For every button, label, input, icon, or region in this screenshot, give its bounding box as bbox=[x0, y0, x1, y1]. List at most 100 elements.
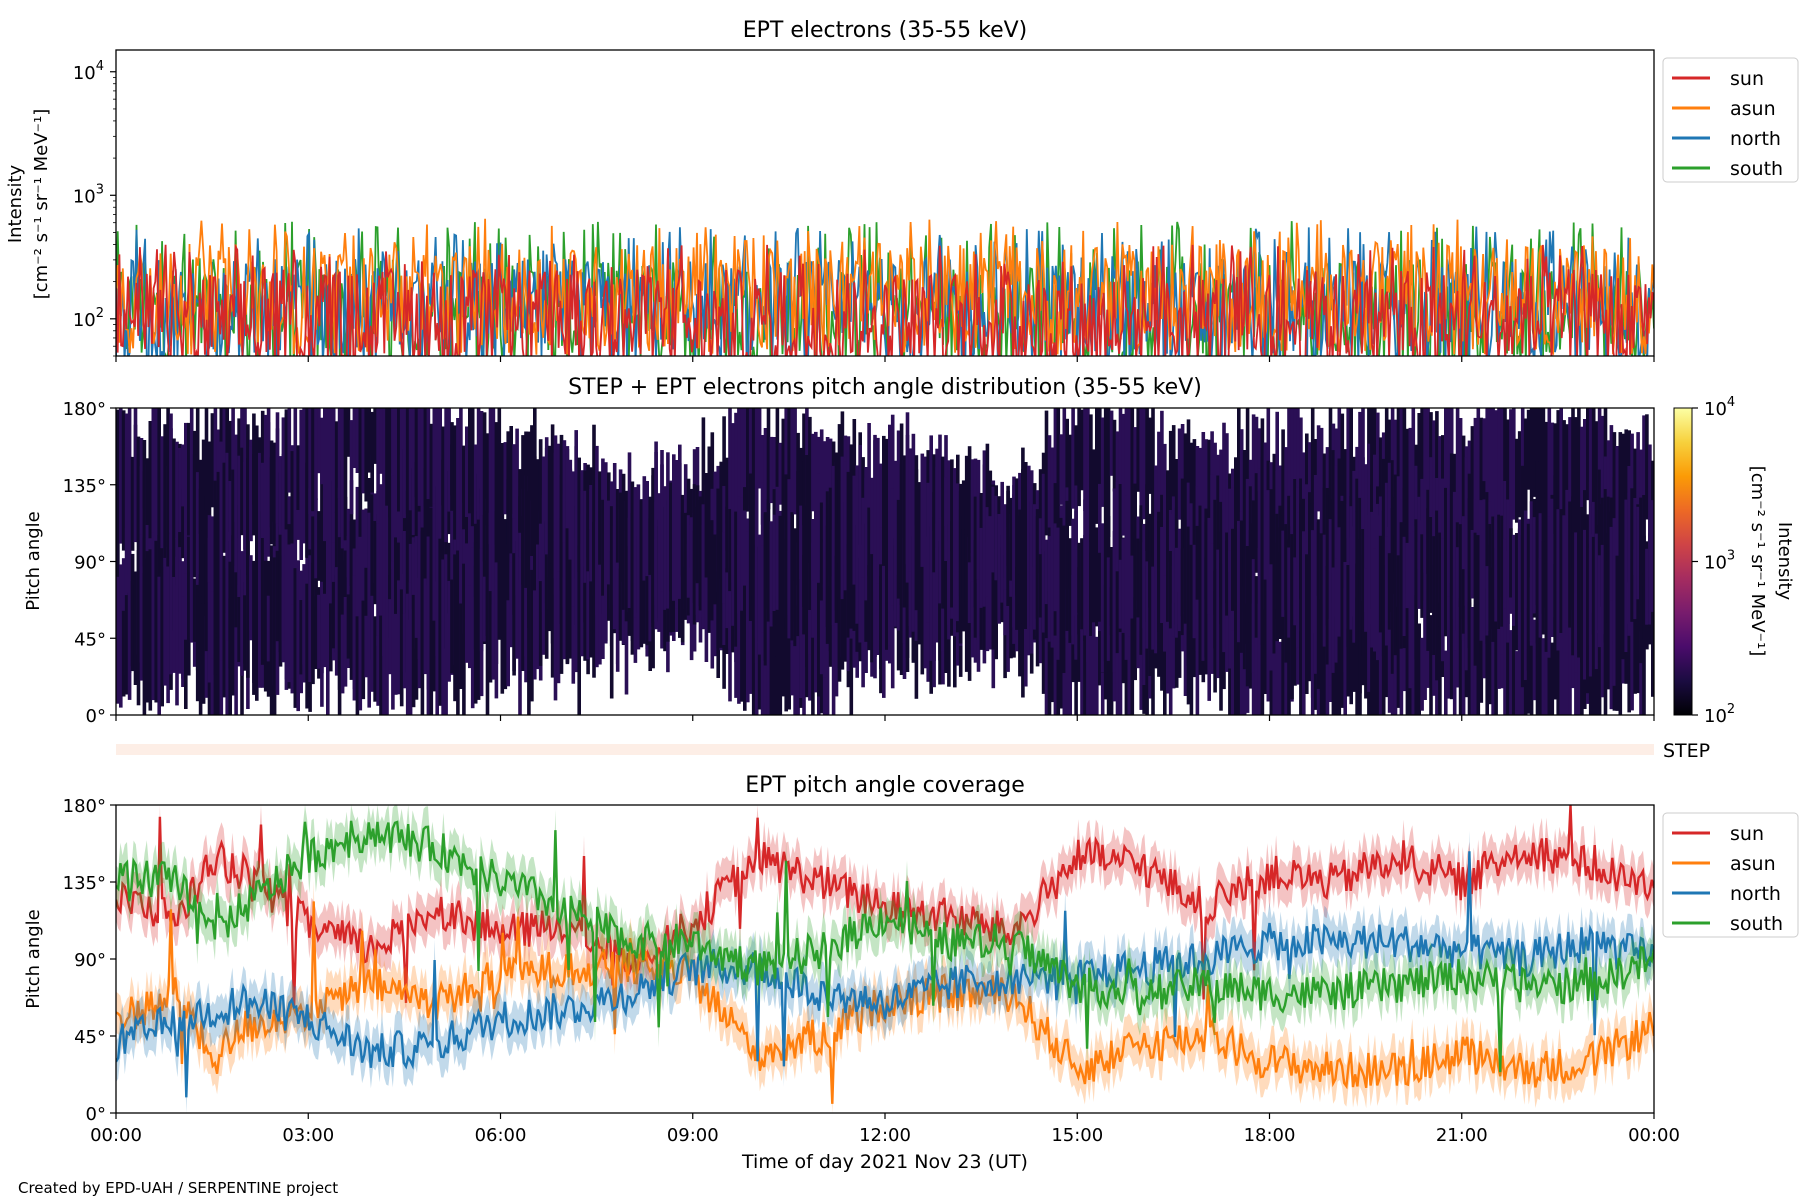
heatmap-cell bbox=[216, 471, 221, 581]
heatmap-cell bbox=[1408, 427, 1413, 491]
heatmap-cell bbox=[1470, 530, 1475, 599]
colorbar-label-line1: Intensity bbox=[1774, 522, 1795, 601]
heatmap-cell bbox=[917, 538, 922, 617]
heatmap-cell bbox=[269, 440, 274, 528]
heatmap-cell bbox=[429, 507, 434, 668]
heatmap-cell bbox=[169, 534, 173, 675]
heatmap-cell bbox=[382, 568, 386, 715]
heatmap-cell bbox=[524, 515, 528, 683]
heatmap-cell bbox=[1275, 513, 1279, 642]
heatmap-cell bbox=[311, 408, 315, 512]
heatmap-cell bbox=[1553, 617, 1557, 700]
heatmap-cell bbox=[1319, 427, 1324, 533]
colorbar bbox=[1673, 407, 1693, 716]
heatmap-cell bbox=[459, 517, 463, 683]
heatmap-cell bbox=[423, 578, 428, 675]
heatmap-cell bbox=[1630, 559, 1634, 711]
heatmap-cell bbox=[1615, 519, 1620, 586]
heatmap-cell bbox=[305, 408, 309, 558]
heatmap-cell bbox=[1062, 408, 1067, 537]
heatmap-cell bbox=[139, 578, 144, 663]
heatmap-cell bbox=[1180, 424, 1185, 515]
heatmap-cell bbox=[296, 560, 300, 712]
heatmap-cell bbox=[1544, 421, 1549, 492]
heatmap-cell bbox=[172, 438, 176, 577]
heatmap-cell bbox=[287, 544, 292, 683]
heatmap-cell bbox=[1586, 408, 1590, 501]
heatmap-cell bbox=[391, 604, 395, 710]
heatmap-cell bbox=[343, 597, 348, 687]
heatmap-cell bbox=[435, 587, 439, 715]
heatmap-cell bbox=[1174, 547, 1179, 638]
heatmap-cell bbox=[317, 511, 321, 581]
heatmap-cell bbox=[595, 445, 599, 592]
y-tick-label: 135° bbox=[63, 873, 106, 894]
heatmap-cell bbox=[1293, 613, 1297, 686]
heatmap-cell bbox=[544, 437, 549, 555]
heatmap-cell bbox=[811, 519, 815, 581]
heatmap-cell bbox=[1092, 449, 1096, 511]
heatmap-cell bbox=[1248, 530, 1253, 623]
heatmap-cell bbox=[1532, 619, 1537, 701]
heatmap-cell bbox=[148, 549, 153, 711]
heatmap-cell bbox=[1186, 526, 1191, 666]
heatmap-cell bbox=[553, 435, 558, 579]
heatmap-cell bbox=[1535, 611, 1540, 715]
heatmap-cell bbox=[896, 499, 901, 599]
heatmap-cell bbox=[1426, 489, 1430, 651]
heatmap-cell bbox=[1174, 602, 1179, 688]
heatmap-cell bbox=[725, 506, 729, 573]
heatmap-cell bbox=[885, 443, 889, 595]
heatmap-cell bbox=[189, 408, 194, 565]
heatmap-cell bbox=[512, 444, 516, 519]
y-tick-label: 104 bbox=[73, 59, 104, 84]
heatmap-cell bbox=[308, 555, 312, 682]
heatmap-cell bbox=[364, 408, 368, 502]
heatmap-cell bbox=[1299, 503, 1303, 660]
heatmap-cell bbox=[1603, 489, 1608, 643]
heatmap-cell bbox=[376, 408, 380, 524]
heatmap-cell bbox=[1077, 542, 1081, 613]
heatmap-cell bbox=[1523, 418, 1528, 524]
heatmap-cell bbox=[1103, 408, 1108, 521]
heatmap-cell bbox=[710, 520, 715, 621]
heatmap-cell bbox=[654, 441, 658, 598]
heatmap-cell bbox=[1609, 590, 1614, 710]
heatmap-cell bbox=[991, 486, 996, 573]
heatmap-cell bbox=[592, 424, 596, 579]
heatmap-cell bbox=[1302, 630, 1306, 715]
heatmap-cell bbox=[228, 541, 232, 669]
heatmap-cell bbox=[1254, 576, 1259, 638]
heatmap-cell bbox=[675, 503, 679, 609]
intensity-y-ticks: 102 103 104 bbox=[73, 59, 116, 357]
heatmap-cell bbox=[1316, 425, 1321, 512]
heatmap-cell bbox=[1106, 408, 1111, 537]
heatmap-cell bbox=[784, 594, 788, 712]
heatmap-cell bbox=[719, 461, 723, 535]
heatmap-cell bbox=[817, 526, 821, 697]
heatmap-cell bbox=[219, 441, 224, 579]
heatmap-cell bbox=[349, 420, 354, 515]
heatmap-cell bbox=[1580, 507, 1584, 663]
heatmap-cell bbox=[1562, 515, 1566, 653]
heatmap-cell bbox=[1219, 563, 1223, 711]
heatmap-cell bbox=[1352, 548, 1356, 643]
heatmap-cell bbox=[642, 476, 647, 581]
heatmap-cell bbox=[1417, 413, 1421, 557]
heatmap-cell bbox=[1387, 462, 1392, 589]
heatmap-cell bbox=[139, 438, 144, 535]
heatmap-cell bbox=[1476, 408, 1481, 537]
heatmap-cell bbox=[311, 562, 315, 685]
heatmap-cell bbox=[121, 558, 126, 656]
heatmap-cell bbox=[1402, 628, 1407, 692]
heatmap-cell bbox=[1568, 417, 1572, 548]
heatmap-cell bbox=[370, 411, 374, 493]
heatmap-cell bbox=[1254, 416, 1259, 502]
heatmap-cell bbox=[231, 469, 235, 588]
heatmap-cell bbox=[133, 571, 138, 671]
heatmap-cell bbox=[1160, 527, 1164, 623]
heatmap-cell bbox=[317, 408, 321, 474]
heatmap-cell bbox=[1396, 408, 1401, 528]
heatmap-cell bbox=[373, 408, 377, 464]
heatmap-cell bbox=[867, 423, 871, 570]
